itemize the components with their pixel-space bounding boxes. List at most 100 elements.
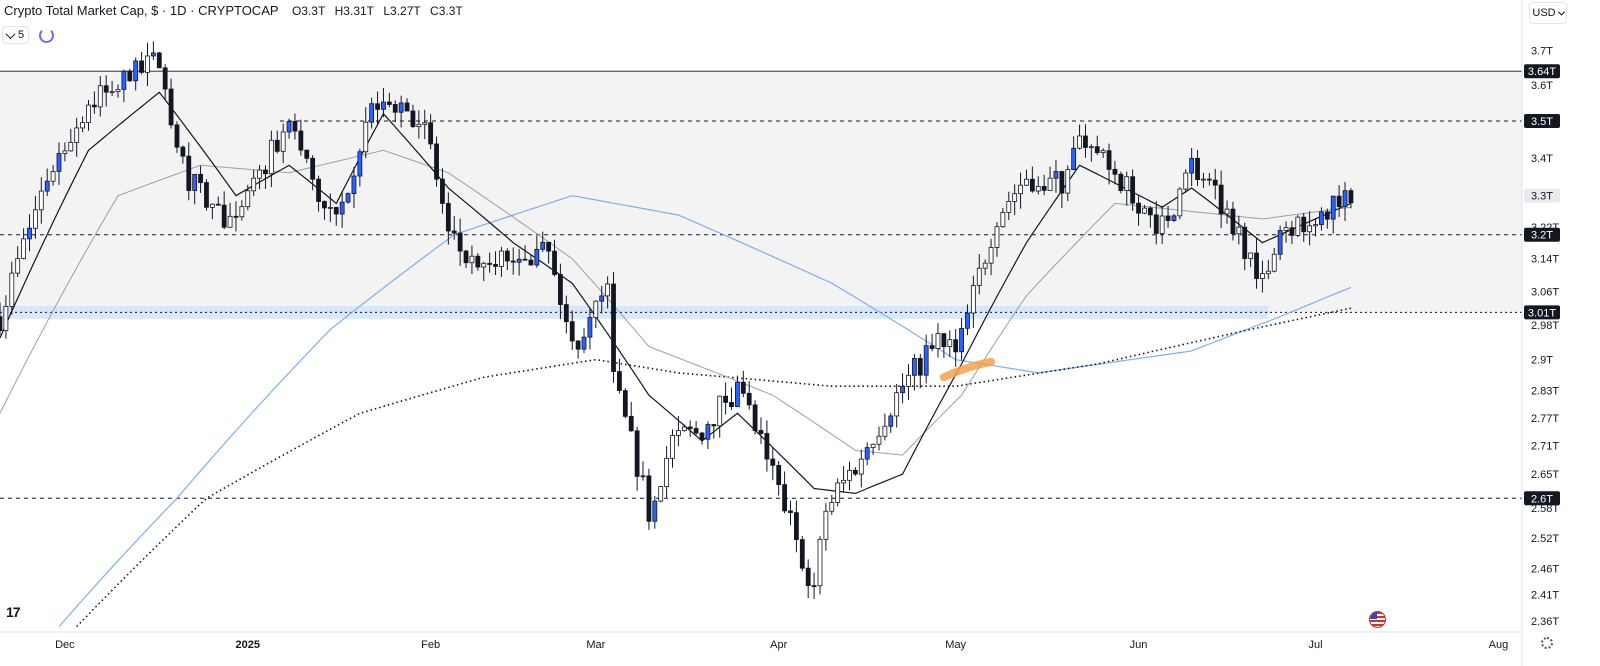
gear-icon[interactable] xyxy=(1541,637,1553,649)
candle xyxy=(386,92,392,108)
candle xyxy=(723,382,729,415)
candle xyxy=(1029,166,1035,193)
candle xyxy=(422,109,428,140)
candle xyxy=(174,121,180,153)
candle xyxy=(251,169,257,197)
candle xyxy=(1295,215,1301,238)
x-tick-label: 2025 xyxy=(236,639,260,651)
candle xyxy=(699,431,705,445)
candle xyxy=(351,166,357,209)
orange-highlight xyxy=(939,357,996,382)
candle xyxy=(640,461,646,481)
candle xyxy=(469,245,475,275)
candle xyxy=(1136,194,1141,226)
candle xyxy=(776,461,782,496)
candle xyxy=(1171,213,1177,222)
candle xyxy=(1041,174,1047,196)
candle xyxy=(534,235,540,268)
price-axis[interactable]: 3.8T3.7T3.6T3.4T3.22T3.14T3.06T2.98T2.9T… xyxy=(1521,0,1559,666)
candle xyxy=(988,238,994,276)
candle xyxy=(1130,169,1136,211)
candle xyxy=(74,117,80,157)
candle xyxy=(841,466,846,492)
candle xyxy=(911,353,917,391)
candle xyxy=(504,248,510,271)
candle xyxy=(1236,215,1242,245)
candle xyxy=(263,165,268,189)
x-tick-label: Apr xyxy=(770,639,787,651)
price-tag: 3.2T xyxy=(1524,227,1560,242)
candle xyxy=(634,426,640,491)
candle xyxy=(876,426,882,451)
currency-selector[interactable]: USD xyxy=(1529,2,1567,24)
candle xyxy=(1301,212,1307,242)
indicators-toggle-button[interactable]: 5 xyxy=(2,26,30,44)
y-tick-label: 2.46T xyxy=(1531,564,1559,576)
candle xyxy=(1201,172,1206,189)
candle xyxy=(835,478,841,507)
candle xyxy=(91,91,97,114)
candle xyxy=(1289,220,1295,245)
candle xyxy=(540,231,546,253)
candle xyxy=(457,218,463,266)
candle xyxy=(1083,124,1088,158)
y-tick-label: 2.9T xyxy=(1531,355,1553,367)
svg-text:3.3T: 3.3T xyxy=(1531,191,1553,203)
candle xyxy=(434,136,439,187)
chart-legend: Crypto Total Market Cap, $ · 1D · CRYPTO… xyxy=(4,3,469,18)
candle xyxy=(245,184,251,211)
candle xyxy=(941,333,947,358)
y-tick-label: 2.65T xyxy=(1531,469,1559,481)
candle xyxy=(404,98,410,112)
y-tick-label: 2.98T xyxy=(1531,320,1559,332)
ema-slow-line xyxy=(0,149,1351,456)
candle xyxy=(1212,168,1218,200)
candle xyxy=(740,370,746,398)
candle xyxy=(1000,207,1006,228)
tradingview-logo-icon[interactable]: 17 xyxy=(6,604,21,620)
candle xyxy=(563,295,569,334)
levels-layer xyxy=(0,70,1522,499)
time-axis[interactable]: Dec 2025 Feb Mar Apr May Jun Jul Aug xyxy=(0,631,1522,651)
candle xyxy=(0,302,3,336)
candle xyxy=(900,373,905,404)
open-value: O3.3T xyxy=(291,4,326,18)
candle xyxy=(392,100,398,123)
candle xyxy=(522,245,528,261)
candle xyxy=(575,340,581,359)
candle xyxy=(3,295,9,339)
us-flag-icon[interactable] xyxy=(1369,611,1386,628)
symbol-title[interactable]: Crypto Total Market Cap, $ · 1D · CRYPTO… xyxy=(4,3,279,18)
candle xyxy=(817,536,823,595)
candle xyxy=(1319,207,1324,231)
candle xyxy=(27,214,32,252)
candle xyxy=(463,249,469,268)
candle xyxy=(1348,188,1354,209)
candle xyxy=(652,496,658,529)
candle xyxy=(1071,136,1077,171)
candle xyxy=(68,128,74,152)
candle xyxy=(1142,204,1147,215)
candle xyxy=(735,375,740,408)
candle xyxy=(162,64,168,101)
candle xyxy=(1260,260,1265,293)
candle xyxy=(569,310,575,351)
candle xyxy=(758,417,764,444)
refresh-icon[interactable] xyxy=(39,27,55,43)
candle xyxy=(959,318,964,361)
candle xyxy=(1012,184,1018,216)
candle xyxy=(1147,206,1153,228)
candle xyxy=(192,173,198,205)
candle xyxy=(888,412,894,433)
candle xyxy=(947,330,953,358)
sma200-line xyxy=(76,307,1352,628)
candle xyxy=(622,388,628,419)
candle xyxy=(257,164,262,190)
candle xyxy=(994,222,1000,257)
candle xyxy=(687,420,693,437)
y-tick-label: 3.7T xyxy=(1531,45,1553,57)
candle xyxy=(80,116,85,133)
price-tag: 3.5T xyxy=(1524,113,1560,128)
candle xyxy=(1077,124,1082,150)
